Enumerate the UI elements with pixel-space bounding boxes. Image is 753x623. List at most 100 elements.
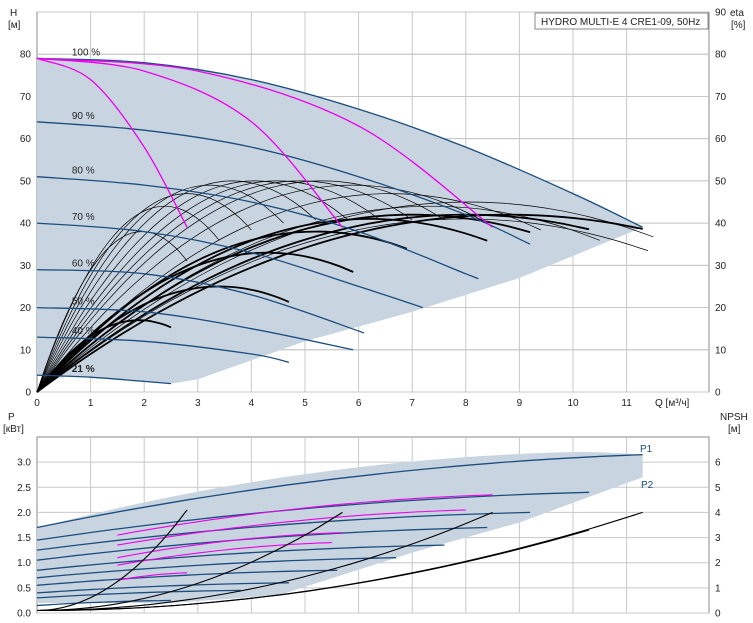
head-curve bbox=[36, 374, 172, 385]
bottom-y-right-tick: 1 bbox=[715, 583, 721, 594]
head-efficiency-plot: 100 % 90 % 80 % 70 % 60 % 50 % 40 % 21 % 0 1 2 3 4 5… bbox=[8, 8, 746, 410]
top-ticks: 0 1 2 3 4 5 6 7 8 9 10 11 0 10 20 30 40 50 60 70 80 0 10 20 30 40… bbox=[20, 8, 727, 410]
bep-power-curve bbox=[117, 531, 343, 559]
bottom-y-left-tick: 1.5 bbox=[17, 533, 31, 544]
efficiency-curve bbox=[36, 205, 220, 393]
speed-label: 80 % bbox=[72, 166, 95, 177]
top-x-label: Q [м³/ч] bbox=[655, 398, 690, 409]
power-curve bbox=[36, 526, 488, 561]
bottom-y-right-tick: 0 bbox=[715, 609, 721, 620]
chart-title: HYDRO MULTI-E 4 CRE1-09, 50Hz bbox=[541, 17, 700, 28]
top-y-left-tick: 40 bbox=[20, 219, 32, 230]
top-x-tick: 11 bbox=[621, 398, 632, 409]
top-x-tick: 5 bbox=[302, 398, 308, 409]
top-x-tick: 0 bbox=[34, 398, 40, 409]
efficiency-curve-thick bbox=[36, 285, 290, 393]
top-y-right-tick: 30 bbox=[715, 261, 727, 272]
efficiency-curve bbox=[36, 180, 381, 393]
efficiency-curve-thick bbox=[36, 213, 643, 393]
head-curve bbox=[36, 57, 643, 228]
npsh-curve bbox=[36, 511, 343, 612]
efficiency-curve bbox=[36, 231, 188, 393]
speed-label: 90 % bbox=[72, 111, 95, 122]
npsh-curve bbox=[36, 511, 643, 612]
top-y-left-tick: 0 bbox=[25, 388, 31, 399]
bottom-ticks: 0.0 0.5 1.0 1.5 2.0 2.5 3.0 0 1 2 3 4 5 6 bbox=[17, 458, 721, 620]
power-curve bbox=[36, 599, 172, 607]
efficiency-curve bbox=[36, 180, 349, 393]
bottom-y-left-tick: 0.5 bbox=[17, 583, 31, 594]
speed-label: 60 % bbox=[72, 259, 95, 270]
head-curve bbox=[36, 268, 365, 334]
series-label-p2: P2 bbox=[641, 480, 654, 491]
bottom-y-right-label-1: NPSH bbox=[720, 412, 748, 423]
bep-power-curve bbox=[117, 542, 332, 566]
top-y-left-tick: 20 bbox=[20, 303, 32, 314]
head-curve bbox=[36, 176, 479, 280]
top-y-left-tick: 80 bbox=[20, 50, 32, 61]
bep-curve bbox=[36, 57, 493, 228]
speed-label: 40 % bbox=[72, 326, 95, 337]
bottom-y-right-label-2: [м] bbox=[728, 424, 741, 435]
bottom-y-right-tick: 2 bbox=[715, 558, 721, 569]
top-curves: 100 % 90 % 80 % 70 % 60 % 50 % 40 % 21 % bbox=[36, 47, 654, 393]
bottom-y-left-tick: 3.0 bbox=[17, 458, 31, 469]
top-y-right-tick: 0 bbox=[715, 388, 721, 399]
efficiency-curve bbox=[36, 184, 488, 393]
top-y-right-tick: 60 bbox=[715, 134, 727, 145]
power-curve bbox=[36, 569, 338, 586]
top-x-tick: 8 bbox=[463, 398, 469, 409]
bep-power-curve bbox=[117, 572, 188, 581]
top-x-tick: 2 bbox=[141, 398, 147, 409]
head-curve bbox=[36, 222, 424, 309]
title-box bbox=[534, 12, 709, 30]
top-x-tick: 6 bbox=[356, 398, 362, 409]
speed-label: 70 % bbox=[72, 212, 95, 223]
top-y-left-label-2: [м] bbox=[8, 20, 21, 31]
top-y-right-tick: 80 bbox=[715, 50, 727, 61]
power-npsh-plot: 0.0 0.5 1.0 1.5 2.0 2.5 3.0 0 1 2 3 4 5 6 P [кВт] NPS… bbox=[3, 412, 748, 620]
top-x-tick: 1 bbox=[88, 398, 94, 409]
power-range-envelope bbox=[37, 452, 643, 603]
efficiency-curve-thick bbox=[36, 213, 531, 393]
top-x-tick: 7 bbox=[409, 398, 415, 409]
speed-label: 21 % bbox=[72, 364, 95, 375]
bottom-y-left-tick: 1.0 bbox=[17, 558, 31, 569]
bottom-y-right-tick: 4 bbox=[715, 508, 721, 519]
bottom-y-left-label-1: P bbox=[8, 412, 15, 423]
top-y-left-tick: 10 bbox=[20, 345, 32, 356]
power-curve bbox=[36, 491, 590, 541]
bottom-y-right-tick: 6 bbox=[715, 458, 721, 469]
speed-label: 50 % bbox=[72, 297, 95, 308]
power-curve bbox=[36, 453, 643, 529]
efficiency-curve bbox=[36, 193, 252, 393]
bottom-y-left-tick: 2.5 bbox=[17, 483, 31, 494]
power-curve bbox=[36, 589, 241, 599]
top-y-left-tick: 50 bbox=[20, 176, 32, 187]
top-y-right-tick: 40 bbox=[715, 219, 727, 230]
speed-label: 100 % bbox=[72, 47, 100, 58]
bep-curve bbox=[36, 57, 343, 228]
top-y-right-tick: 20 bbox=[715, 303, 727, 314]
top-y-left-tick: 60 bbox=[20, 134, 32, 145]
top-y-right-label-1: eta bbox=[730, 8, 744, 19]
power-curve bbox=[36, 511, 531, 551]
bottom-y-left-tick: 2.0 bbox=[17, 508, 31, 519]
npsh-curve bbox=[36, 511, 493, 612]
bottom-curves bbox=[36, 453, 643, 612]
efficiency-curve-thick bbox=[36, 213, 590, 393]
top-y-right-tick: 10 bbox=[715, 345, 727, 356]
efficiency-curve bbox=[36, 184, 284, 393]
top-x-tick: 4 bbox=[249, 398, 255, 409]
top-y-right-tick: 50 bbox=[715, 176, 727, 187]
top-y-left-tick: 70 bbox=[20, 92, 32, 103]
bottom-y-right-tick: 5 bbox=[715, 483, 721, 494]
top-x-tick: 3 bbox=[195, 398, 201, 409]
top-x-tick: 9 bbox=[517, 398, 523, 409]
head-curve bbox=[36, 306, 354, 351]
top-y-right-label-2: [%] bbox=[731, 20, 746, 31]
head-curve bbox=[36, 121, 531, 245]
efficiency-curve bbox=[36, 180, 413, 393]
top-y-right-tick: 90 bbox=[715, 8, 727, 19]
